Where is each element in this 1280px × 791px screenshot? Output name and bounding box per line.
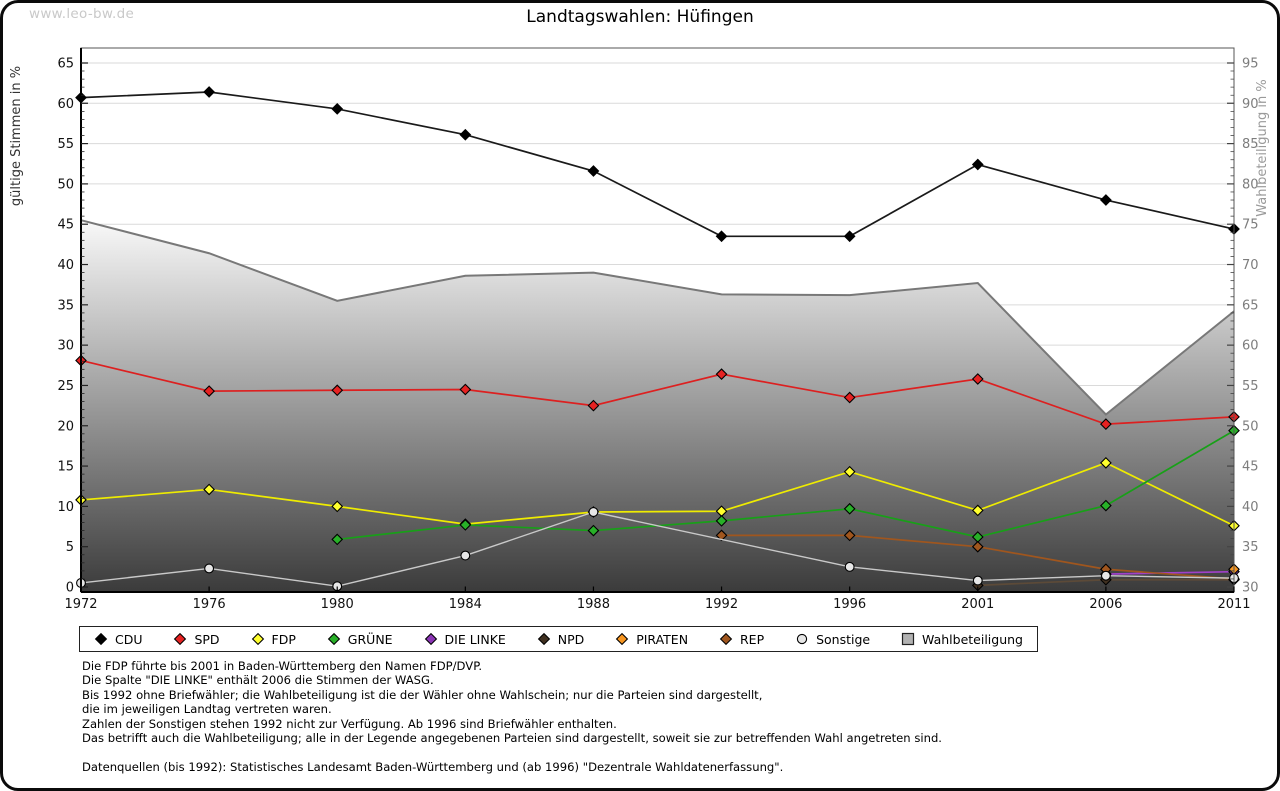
series-line-fdp	[80, 461, 1235, 527]
legend-label: NPD	[557, 631, 585, 647]
svg-text:30: 30	[57, 339, 74, 354]
legend-label: CDU	[115, 631, 143, 647]
svg-text:45: 45	[1242, 460, 1259, 475]
series-markers-sonstige	[76, 507, 1239, 592]
svg-text:10: 10	[57, 500, 74, 515]
footnote-line: Bis 1992 ohne Briefwähler; die Wahlbetei…	[82, 687, 763, 702]
legend-label: Wahlbeteiligung	[922, 631, 1023, 647]
svg-text:5: 5	[66, 540, 74, 555]
footnote-line: Das betrifft auch die Wahlbeteiligung; a…	[82, 731, 942, 746]
svg-text:35: 35	[57, 298, 74, 313]
area-wahlbeteiligung	[81, 220, 1234, 592]
page-title: Landtagswahlen: Hüfingen	[526, 7, 754, 27]
svg-text:50: 50	[57, 177, 74, 192]
legend-marker-piraten-icon	[616, 632, 629, 646]
series-markers-cdu	[75, 86, 1240, 243]
series-line-wahlbeteiligung	[80, 219, 1235, 416]
svg-text:15: 15	[57, 460, 74, 475]
svg-text:25: 25	[57, 379, 74, 394]
svg-text:2001: 2001	[961, 597, 994, 612]
footnote-line: Die FDP führte bis 2001 in Baden-Württem…	[82, 659, 483, 673]
series-line-spd	[80, 359, 1235, 426]
y-axis-right-labels: 30 35 40 45 50 55 60 65 70 75 80 85 90 95	[1242, 56, 1259, 595]
svg-text:0: 0	[66, 581, 74, 596]
legend-marker-cdu-icon	[94, 632, 108, 646]
legend-marker-spd-icon	[174, 632, 187, 646]
footnotes: Die FDP führte bis 2001 in Baden-Württem…	[82, 659, 942, 775]
legend-item-rep: REP	[719, 632, 764, 647]
svg-text:30: 30	[1242, 581, 1259, 596]
chart-canvas: 0 5 10 15 20 25 30 35 40 45 50 55 60 65 30 35 40 45 50 55 60…	[9, 47, 1270, 612]
svg-text:65: 65	[1242, 298, 1259, 313]
legend-marker-die-linke-icon	[424, 632, 437, 646]
svg-text:45: 45	[57, 218, 74, 233]
svg-text:80: 80	[1242, 177, 1259, 192]
legend: CDU SPD FDP GRÜNE DIE LINKE NPD PIRATEN REP Sons…	[79, 626, 1038, 652]
legend-marker-fdp-icon	[251, 632, 264, 646]
svg-text:50: 50	[1242, 419, 1259, 434]
legend-label: FDP	[271, 631, 296, 647]
legend-item-wahlbeteiligung: Wahlbeteiligung	[901, 632, 1023, 647]
svg-text:95: 95	[1242, 56, 1259, 71]
x-axis-labels: 1972 1976 1980 1984 1988 1992 1996 2001 2006 2011	[64, 586, 1251, 612]
legend-label: GRÜNE	[347, 631, 393, 647]
legend-item-die-linke: DIE LINKE	[424, 632, 506, 647]
watermark: www.leo-bw.de	[29, 6, 135, 22]
series-markers-gr-ne	[331, 424, 1240, 546]
svg-text:1980: 1980	[321, 597, 354, 612]
svg-text:75: 75	[1242, 218, 1259, 233]
legend-item-gr-ne: GRÜNE	[327, 632, 393, 647]
legend-item-npd: NPD	[537, 631, 585, 647]
svg-text:90: 90	[1242, 97, 1259, 112]
legend-label: DIE LINKE	[444, 631, 506, 647]
legend-item-spd: SPD	[173, 631, 220, 647]
data-source-note: Datenquellen (bis 1992): Statistisches L…	[82, 760, 784, 775]
y-axis-right-title: Wahlbeteiligung in %	[1255, 79, 1270, 216]
svg-text:1972: 1972	[64, 597, 97, 612]
svg-text:1976: 1976	[193, 597, 226, 612]
svg-text:2006: 2006	[1089, 597, 1122, 612]
svg-text:1996: 1996	[833, 597, 866, 612]
svg-text:55: 55	[57, 137, 74, 152]
series-line-cdu	[80, 91, 1235, 238]
legend-label: PIRATEN	[636, 631, 689, 647]
legend-label: REP	[740, 631, 765, 647]
svg-text:65: 65	[57, 56, 74, 71]
legend-marker-sonstige-icon	[796, 633, 808, 645]
svg-text:35: 35	[1242, 540, 1259, 555]
svg-text:70: 70	[1242, 258, 1259, 273]
legend-marker-gr-ne-icon	[327, 632, 340, 646]
svg-text:60: 60	[57, 97, 74, 112]
svg-text:1984: 1984	[449, 597, 482, 612]
svg-text:40: 40	[57, 258, 74, 273]
legend-item-cdu: CDU	[94, 632, 143, 647]
legend-label: Sonstige	[816, 631, 871, 647]
svg-text:85: 85	[1242, 137, 1259, 152]
y-axis-left-labels: 0 5 10 15 20 25 30 35 40 45 50 55 60 65	[57, 56, 74, 595]
svg-text:1992: 1992	[705, 597, 738, 612]
series-line-die-linke	[1105, 570, 1235, 575]
legend-item-piraten: PIRATEN	[615, 632, 688, 647]
svg-text:60: 60	[1242, 339, 1259, 354]
legend-item-fdp: FDP	[251, 632, 296, 647]
legend-marker-rep-icon	[719, 632, 733, 646]
svg-text:55: 55	[1242, 379, 1259, 394]
svg-text:40: 40	[1242, 500, 1259, 515]
svg-text:2011: 2011	[1217, 597, 1250, 612]
legend-marker-wahlbeteiligung-icon	[901, 632, 915, 646]
footnote-line: Die Spalte "DIE LINKE" enthält 2006 die …	[82, 673, 434, 688]
legend-marker-npd-icon	[537, 632, 550, 646]
y-axis-left-title: gültige Stimmen in %	[9, 66, 24, 206]
legend-item-sonstige: Sonstige	[795, 632, 870, 647]
legend-label: SPD	[194, 631, 220, 647]
svg-text:1988: 1988	[577, 597, 610, 612]
axis-ticks	[81, 62, 1234, 588]
svg-text:20: 20	[57, 419, 74, 434]
footnote-line: die im jeweiligen Landtag vertreten ware…	[82, 702, 332, 717]
series-line-gr-ne	[337, 429, 1235, 541]
footnote-line: Zahlen der Sonstigen stehen 1992 nicht z…	[82, 716, 617, 731]
